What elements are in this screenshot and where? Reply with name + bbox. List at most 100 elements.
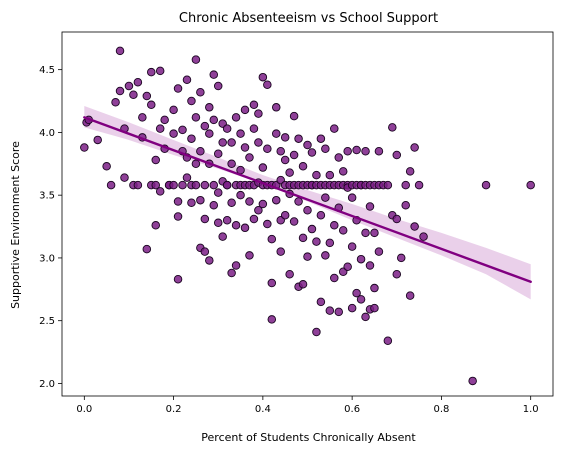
- data-point: [222, 124, 232, 133]
- data-point: [93, 135, 102, 145]
- data-point: [294, 197, 303, 206]
- x-tick-label: 1.0: [523, 404, 539, 415]
- data-point: [285, 168, 294, 177]
- data-point: [196, 195, 205, 205]
- data-point: [321, 193, 330, 202]
- x-tick-label: 0.4: [255, 404, 271, 415]
- data-point: [280, 155, 290, 165]
- data-point: [321, 251, 330, 260]
- data-point: [240, 223, 250, 233]
- data-point: [254, 205, 263, 215]
- data-point: [196, 87, 205, 97]
- data-point: [526, 180, 535, 190]
- data-point: [213, 218, 223, 228]
- data-point: [231, 113, 241, 122]
- data-point: [231, 221, 241, 230]
- data-point: [347, 303, 357, 313]
- data-point: [155, 66, 165, 76]
- data-point: [205, 129, 214, 138]
- data-point: [115, 46, 125, 56]
- data-point: [303, 252, 312, 261]
- data-point: [178, 180, 187, 190]
- data-point: [111, 98, 120, 107]
- data-point: [338, 167, 348, 176]
- data-point: [383, 336, 393, 346]
- y-axis-label: Supportive Environment Score: [9, 141, 22, 309]
- data-point: [405, 291, 415, 300]
- data-point: [205, 256, 214, 265]
- data-point: [392, 214, 402, 224]
- data-point: [254, 138, 263, 147]
- y-tick-label: 3.0: [39, 253, 55, 264]
- data-point: [227, 138, 236, 147]
- data-point: [303, 140, 312, 150]
- data-point: [298, 162, 308, 171]
- data-point: [330, 273, 339, 283]
- data-point: [209, 70, 219, 79]
- data-point: [155, 187, 165, 196]
- x-tick-label: 0.2: [166, 404, 182, 415]
- data-point: [147, 67, 156, 77]
- y-tick-label: 2.5: [39, 316, 55, 327]
- data-point: [213, 149, 223, 158]
- data-point: [191, 180, 201, 190]
- data-point: [280, 211, 290, 220]
- data-point: [147, 100, 156, 110]
- data-point: [330, 221, 339, 230]
- data-point: [200, 214, 210, 224]
- data-point: [187, 134, 196, 143]
- data-point: [303, 205, 312, 215]
- data-point: [142, 91, 152, 101]
- data-point: [173, 275, 183, 284]
- data-point: [325, 170, 335, 180]
- confidence-band: [84, 106, 531, 300]
- data-point: [151, 155, 160, 165]
- data-point: [267, 278, 277, 288]
- data-point: [401, 180, 410, 190]
- data-point: [392, 270, 402, 279]
- data-point: [312, 170, 321, 180]
- data-point: [307, 148, 317, 157]
- data-point: [272, 103, 281, 112]
- data-point: [352, 145, 361, 155]
- data-point: [258, 199, 268, 209]
- confidence-band-layer: [84, 106, 531, 300]
- data-point: [276, 247, 285, 256]
- regression-line-layer: [83, 116, 532, 283]
- data-point: [138, 113, 147, 122]
- data-point: [191, 55, 201, 64]
- data-point: [115, 86, 125, 96]
- data-point: [249, 124, 259, 133]
- data-point: [370, 228, 379, 238]
- data-point: [173, 197, 183, 206]
- y-tick-label: 4.0: [39, 128, 55, 139]
- data-point: [191, 113, 201, 122]
- x-tick-label: 0.6: [344, 404, 360, 415]
- data-point: [280, 133, 290, 142]
- data-point: [325, 238, 335, 248]
- data-point: [258, 163, 268, 172]
- data-point: [272, 129, 281, 138]
- data-point: [325, 306, 335, 315]
- data-point: [209, 180, 219, 190]
- data-point: [267, 315, 277, 324]
- data-point: [80, 143, 89, 152]
- data-point: [133, 77, 143, 87]
- data-point: [307, 224, 317, 234]
- data-point: [245, 153, 254, 162]
- data-point: [106, 180, 116, 190]
- data-point: [227, 159, 236, 169]
- data-point: [258, 72, 268, 82]
- data-point: [187, 198, 196, 207]
- data-point: [160, 115, 169, 125]
- data-point: [343, 262, 352, 271]
- data-point: [151, 221, 160, 230]
- data-point: [200, 247, 210, 256]
- data-point: [468, 376, 477, 386]
- data-point: [298, 280, 308, 289]
- x-tick-label: 0.0: [76, 404, 92, 415]
- data-point: [240, 143, 250, 152]
- data-point: [218, 138, 227, 147]
